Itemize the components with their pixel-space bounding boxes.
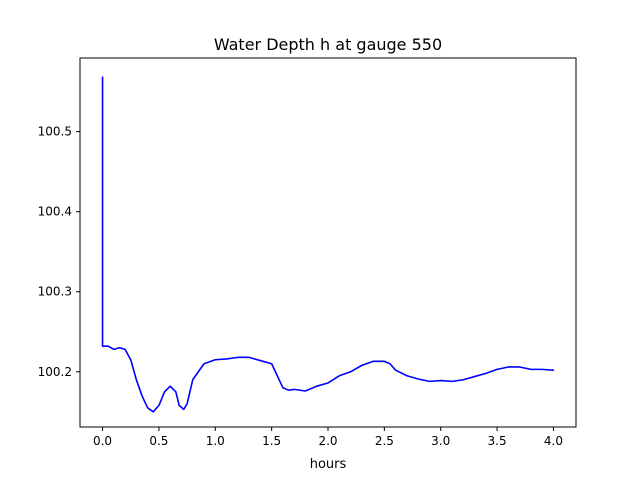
series-line-0 <box>101 76 555 413</box>
x-tick-label: 3.0 <box>431 434 450 448</box>
x-tick-label: 3.5 <box>488 434 507 448</box>
y-tick-label: 100.5 <box>38 125 72 139</box>
plot-area: 0.0 0.5 1.0 1.5 2.0 2.5 3.0 3.5 4.0 100.2 100.3 100… <box>38 57 577 448</box>
plot-frame <box>79 57 577 428</box>
x-axis-label: hours <box>310 457 347 472</box>
y-tick-label: 100.3 <box>38 285 72 299</box>
chart-title: Water Depth h at gauge 550 <box>214 35 442 54</box>
x-tick-label: 4.0 <box>544 434 563 448</box>
x-tick-label: 1.5 <box>262 434 281 448</box>
x-tick-label: 2.0 <box>318 434 337 448</box>
y-tick-label: 100.4 <box>38 205 72 219</box>
x-tick-label: 2.5 <box>375 434 394 448</box>
y-tick-label: 100.2 <box>38 365 72 379</box>
x-tick-label: 0.0 <box>93 434 112 448</box>
x-tick-label: 1.0 <box>206 434 225 448</box>
x-tick-label: 0.5 <box>149 434 168 448</box>
